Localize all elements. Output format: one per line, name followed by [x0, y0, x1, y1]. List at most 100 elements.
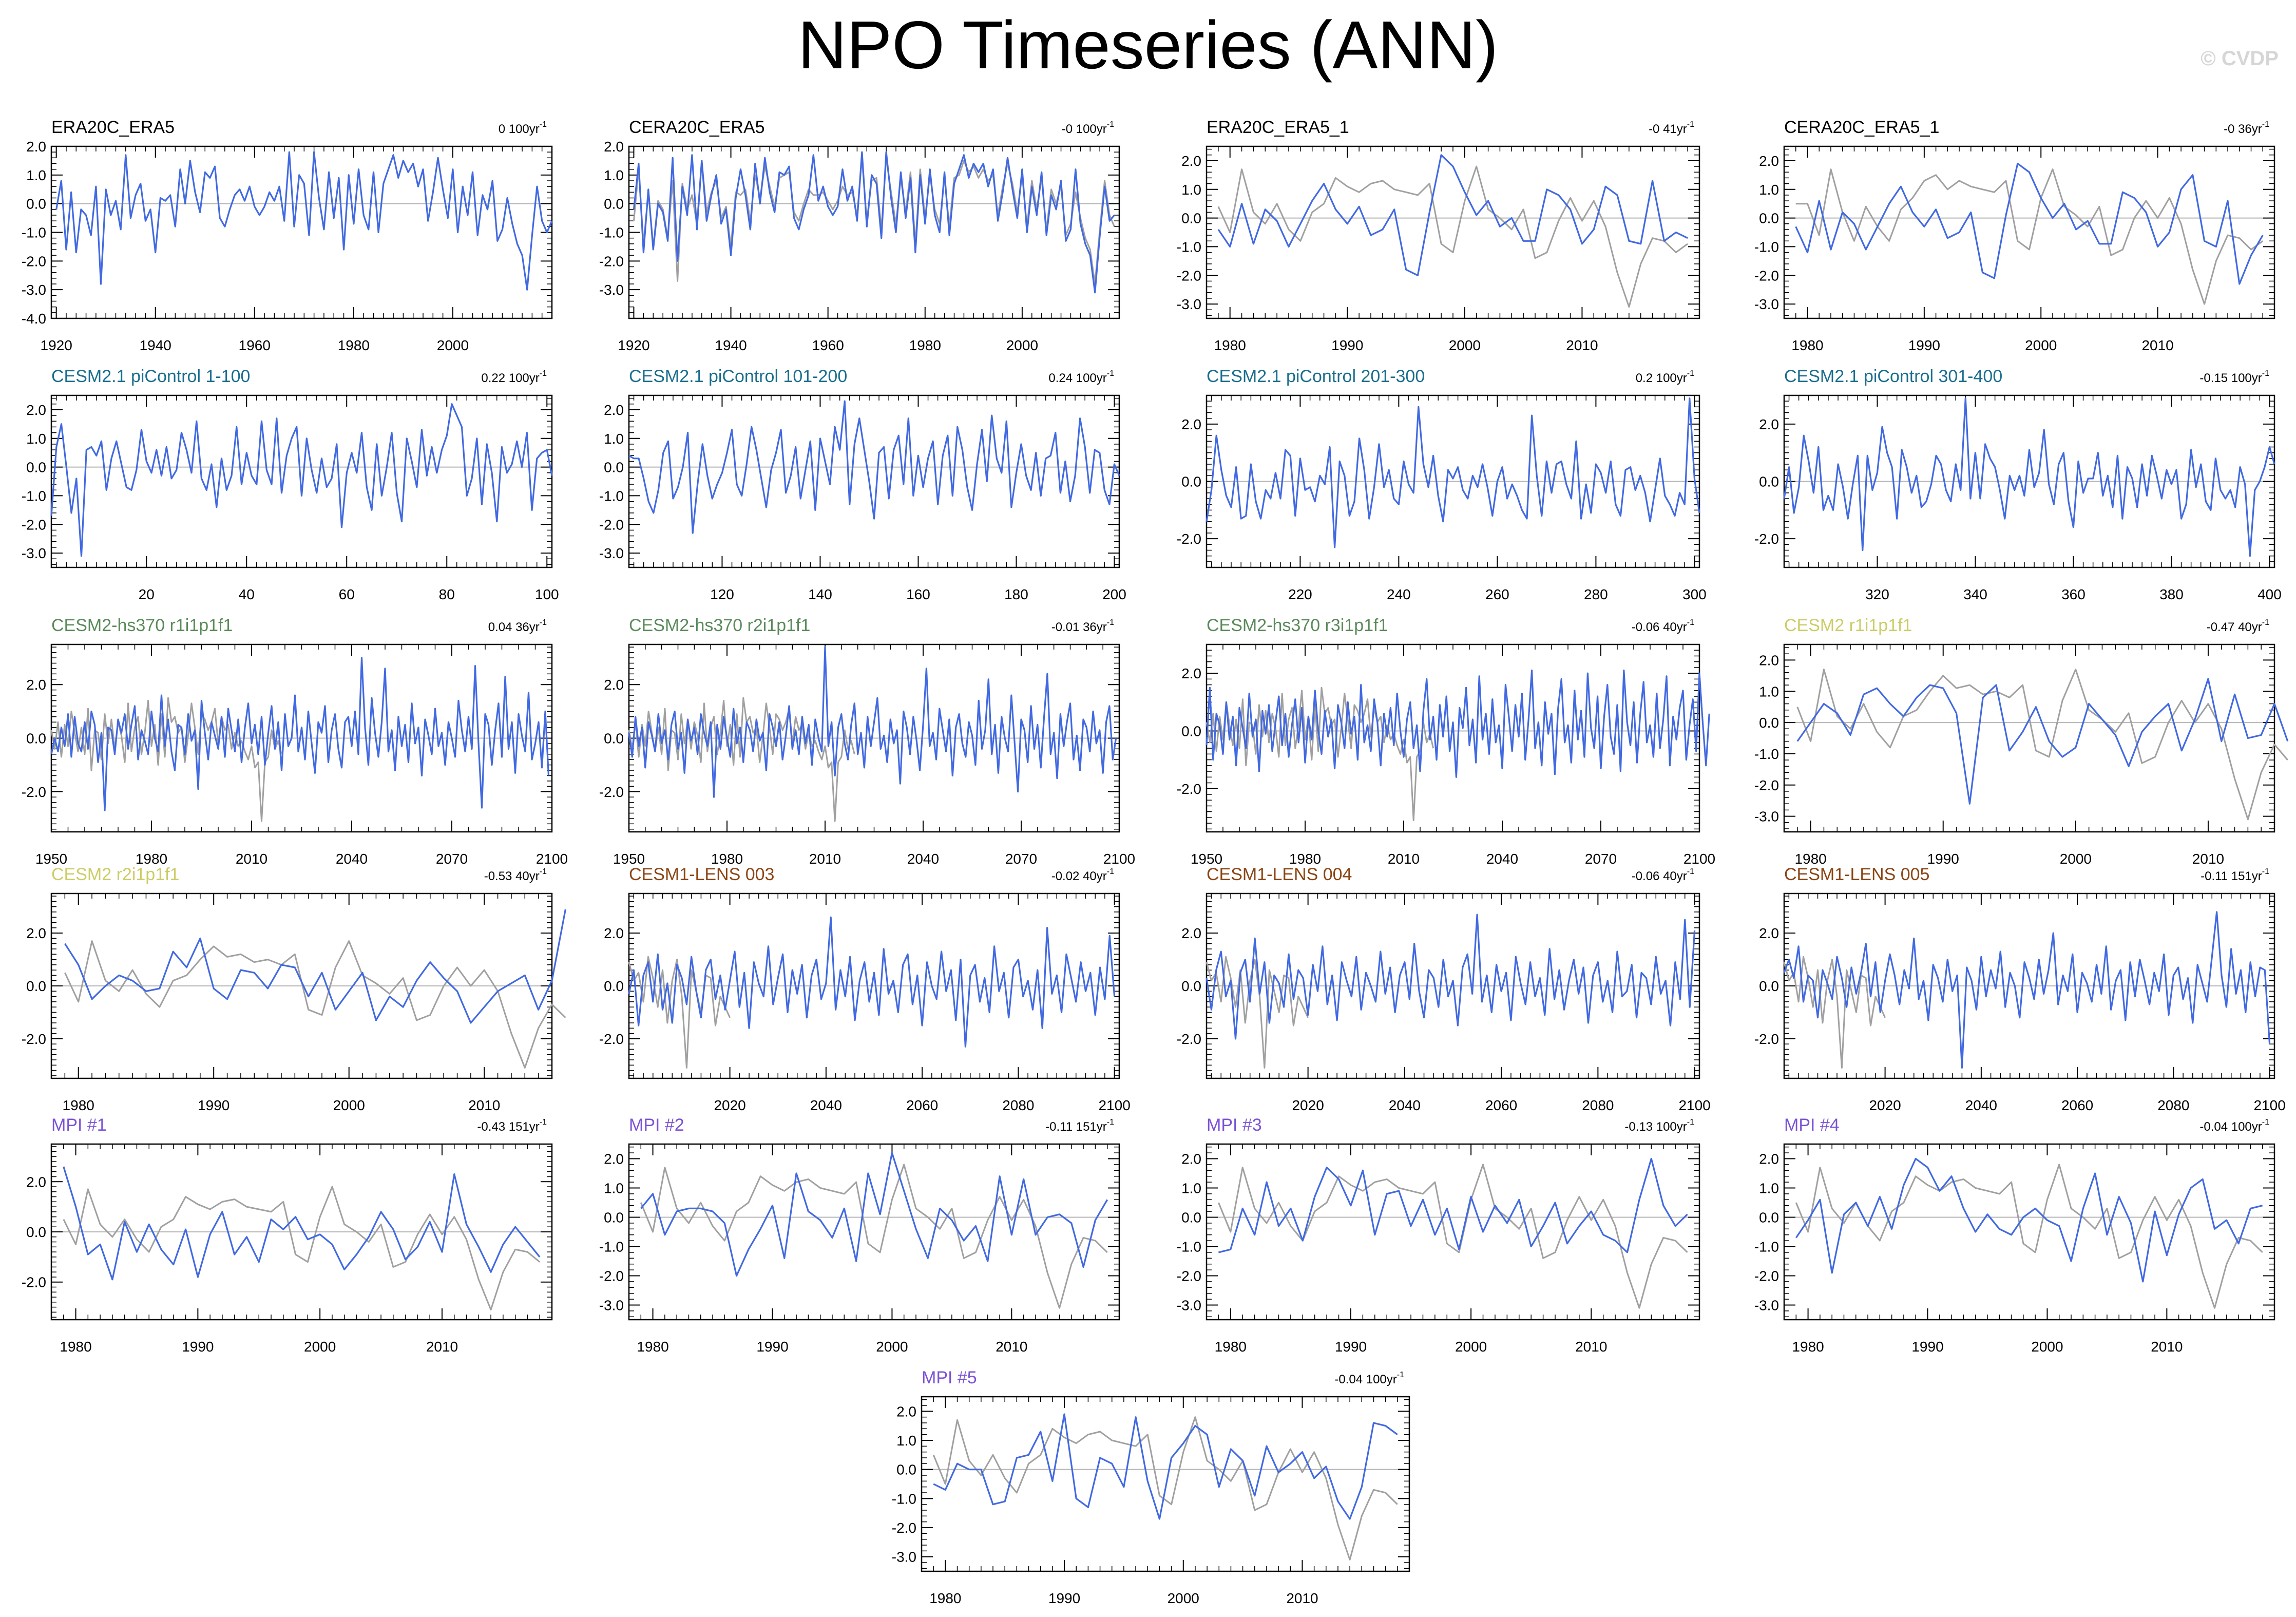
x-tick-label: 2000 — [1006, 337, 1038, 353]
x-tick-label: 1920 — [618, 337, 649, 353]
x-tick-label: 2100 — [1683, 851, 1715, 867]
x-tick-label: 180 — [1004, 586, 1028, 602]
x-tick-label: 1980 — [1791, 337, 1823, 353]
y-tick-label: -3.0 — [1754, 1298, 1779, 1314]
y-tick-label: 1.0 — [604, 431, 624, 447]
x-tick-label: 2000 — [333, 1097, 365, 1113]
model-series-line — [1206, 397, 1700, 548]
x-tick-label: 1980 — [136, 851, 167, 867]
plot-frame — [1783, 1143, 2275, 1321]
panel-trend: 0.04 36yr-1 — [488, 618, 547, 634]
y-tick-label: -3.0 — [599, 1298, 624, 1314]
model-series-line — [1783, 911, 2271, 1069]
model-series-line — [1206, 914, 1696, 1040]
x-tick-label: 1980 — [1215, 1339, 1247, 1355]
y-tick-label: 1.0 — [604, 167, 624, 183]
panel-17: 1980 1990 2000 2010 -2.0 0.0 2.0 MPI #1 -0.43 15… — [22, 1115, 553, 1355]
model-series-line — [55, 151, 553, 291]
panel-6: 120 140 160 180 200 -3.0 -2.0 -1.0 0.0 1.0 2.0 CESM… — [599, 367, 1126, 602]
y-tick-label: 0.0 — [1181, 1210, 1201, 1226]
panel-4: 1980 1990 2000 2010 -3.0 -2.0 -1.0 0.0 1.0 2.0 CER… — [1754, 118, 2275, 353]
x-tick-label: 360 — [2061, 586, 2085, 602]
y-tick-label: 1.0 — [896, 1433, 916, 1449]
x-tick-label: 280 — [1584, 586, 1608, 602]
y-tick-label: -2.0 — [1754, 1268, 1779, 1284]
y-tick-label: -2.0 — [22, 1031, 46, 1047]
x-tick-label: 2000 — [2031, 1339, 2063, 1355]
y-tick-label: 0.0 — [26, 731, 46, 747]
panel-title: CESM2.1 piControl 301-400 — [1784, 367, 2002, 386]
panel-trend-exponent: -1 — [1687, 1118, 1694, 1127]
x-tick-label: 1990 — [1927, 851, 1959, 867]
x-tick-label: 2010 — [426, 1339, 458, 1355]
x-tick-label: 2010 — [1566, 337, 1598, 353]
x-tick-label: 1950 — [35, 851, 67, 867]
x-tick-label: 120 — [710, 586, 734, 602]
x-tick-label: 1940 — [140, 337, 171, 353]
panel-trend: -0.04 100yr-1 — [2199, 1118, 2269, 1134]
y-tick-label: -4.0 — [22, 311, 46, 327]
y-tick-label: 2.0 — [1181, 665, 1201, 681]
panel-title: MPI #3 — [1207, 1115, 1262, 1135]
panel-trend-exponent: -1 — [540, 1118, 547, 1127]
panel-title: ERA20C_ERA5 — [51, 118, 175, 137]
y-tick-label: 1.0 — [26, 167, 46, 183]
panel-19: 1980 1990 2000 2010 -3.0 -2.0 -1.0 0.0 1.0 2.0 MPI… — [1177, 1115, 1700, 1355]
x-tick-label: 2010 — [1388, 851, 1420, 867]
panel-9: 1950 1980 2010 2040 2070 2100 -2.0 0.0 2.0 CESM2-… — [22, 616, 568, 867]
panel-trend: -0.15 100yr-1 — [2199, 369, 2269, 385]
y-tick-label: 1.0 — [1181, 1181, 1201, 1196]
obs-series-line — [640, 1164, 1108, 1309]
y-tick-label: 0.0 — [26, 1224, 46, 1240]
x-tick-label: 2070 — [436, 851, 468, 867]
y-tick-label: -3.0 — [1754, 296, 1779, 312]
model-series-line — [1795, 162, 2264, 285]
y-tick-label: 2.0 — [1759, 925, 1779, 941]
obs-series-line — [1218, 1164, 1688, 1309]
y-tick-label: -2.0 — [599, 1031, 624, 1047]
y-tick-label: 0.0 — [1759, 211, 1779, 226]
x-tick-label: 2100 — [1678, 1097, 1710, 1113]
panel-trend-exponent: -1 — [540, 867, 547, 876]
x-tick-label: 1980 — [929, 1590, 961, 1606]
x-tick-label: 60 — [339, 586, 355, 602]
model-series-line — [50, 403, 553, 557]
x-tick-label: 1990 — [182, 1339, 214, 1355]
y-tick-label: -3.0 — [1177, 1298, 1201, 1314]
panel-title: CESM2-hs370 r3i1p1f1 — [1207, 616, 1388, 635]
y-tick-label: -2.0 — [1177, 531, 1201, 547]
panel-7: 220 240 260 280 300 -2.0 0.0 2.0 CESM2.1 piContr… — [1177, 367, 1707, 602]
panel-title: MPI #4 — [1784, 1115, 1840, 1135]
panel-trend: -0.53 40yr-1 — [484, 867, 547, 883]
x-tick-label: 240 — [1387, 586, 1411, 602]
x-tick-label: 2040 — [1486, 851, 1518, 867]
y-tick-label: -2.0 — [599, 253, 624, 269]
x-tick-label: 100 — [535, 586, 559, 602]
y-tick-label: 2.0 — [26, 1174, 46, 1190]
y-tick-label: -2.0 — [1754, 268, 1779, 283]
model-series-line — [628, 916, 1116, 1048]
y-tick-label: 2.0 — [1759, 416, 1779, 432]
panel-title: CESM2-hs370 r2i1p1f1 — [629, 616, 810, 635]
obs-series-line — [1795, 168, 2264, 305]
panel-trend-exponent: -1 — [540, 120, 547, 129]
plot-frame — [1783, 643, 2275, 833]
panel-title: CESM2 r1i1p1f1 — [1784, 616, 1912, 635]
panel-trend: -0 41yr-1 — [1649, 120, 1694, 136]
panel-title: CESM1-LENS 004 — [1207, 865, 1352, 884]
model-series-line — [1796, 678, 2289, 805]
panel-trend: -0.11 151yr-1 — [2201, 867, 2269, 883]
panel-title: CESM2.1 piControl 1-100 — [51, 367, 250, 386]
x-tick-label: 1990 — [1048, 1590, 1080, 1606]
y-tick-label: 2.0 — [1759, 652, 1779, 668]
x-tick-label: 300 — [1682, 586, 1707, 602]
panel-title: CERA20C_ERA5_1 — [1784, 118, 1939, 137]
panel-trend: 0.2 100yr-1 — [1636, 369, 1694, 385]
panel-title: ERA20C_ERA5_1 — [1207, 118, 1349, 137]
panel-16: 2020 2040 2060 2080 2100 -2.0 0.0 2.0 CESM1-LENS… — [1754, 865, 2286, 1113]
panel-title: CESM2.1 piControl 201-300 — [1207, 367, 1425, 386]
x-tick-label: 2080 — [1002, 1097, 1034, 1113]
x-tick-label: 2100 — [1103, 851, 1135, 867]
y-tick-label: -2.0 — [1177, 1031, 1201, 1047]
x-tick-label: 1990 — [756, 1339, 788, 1355]
